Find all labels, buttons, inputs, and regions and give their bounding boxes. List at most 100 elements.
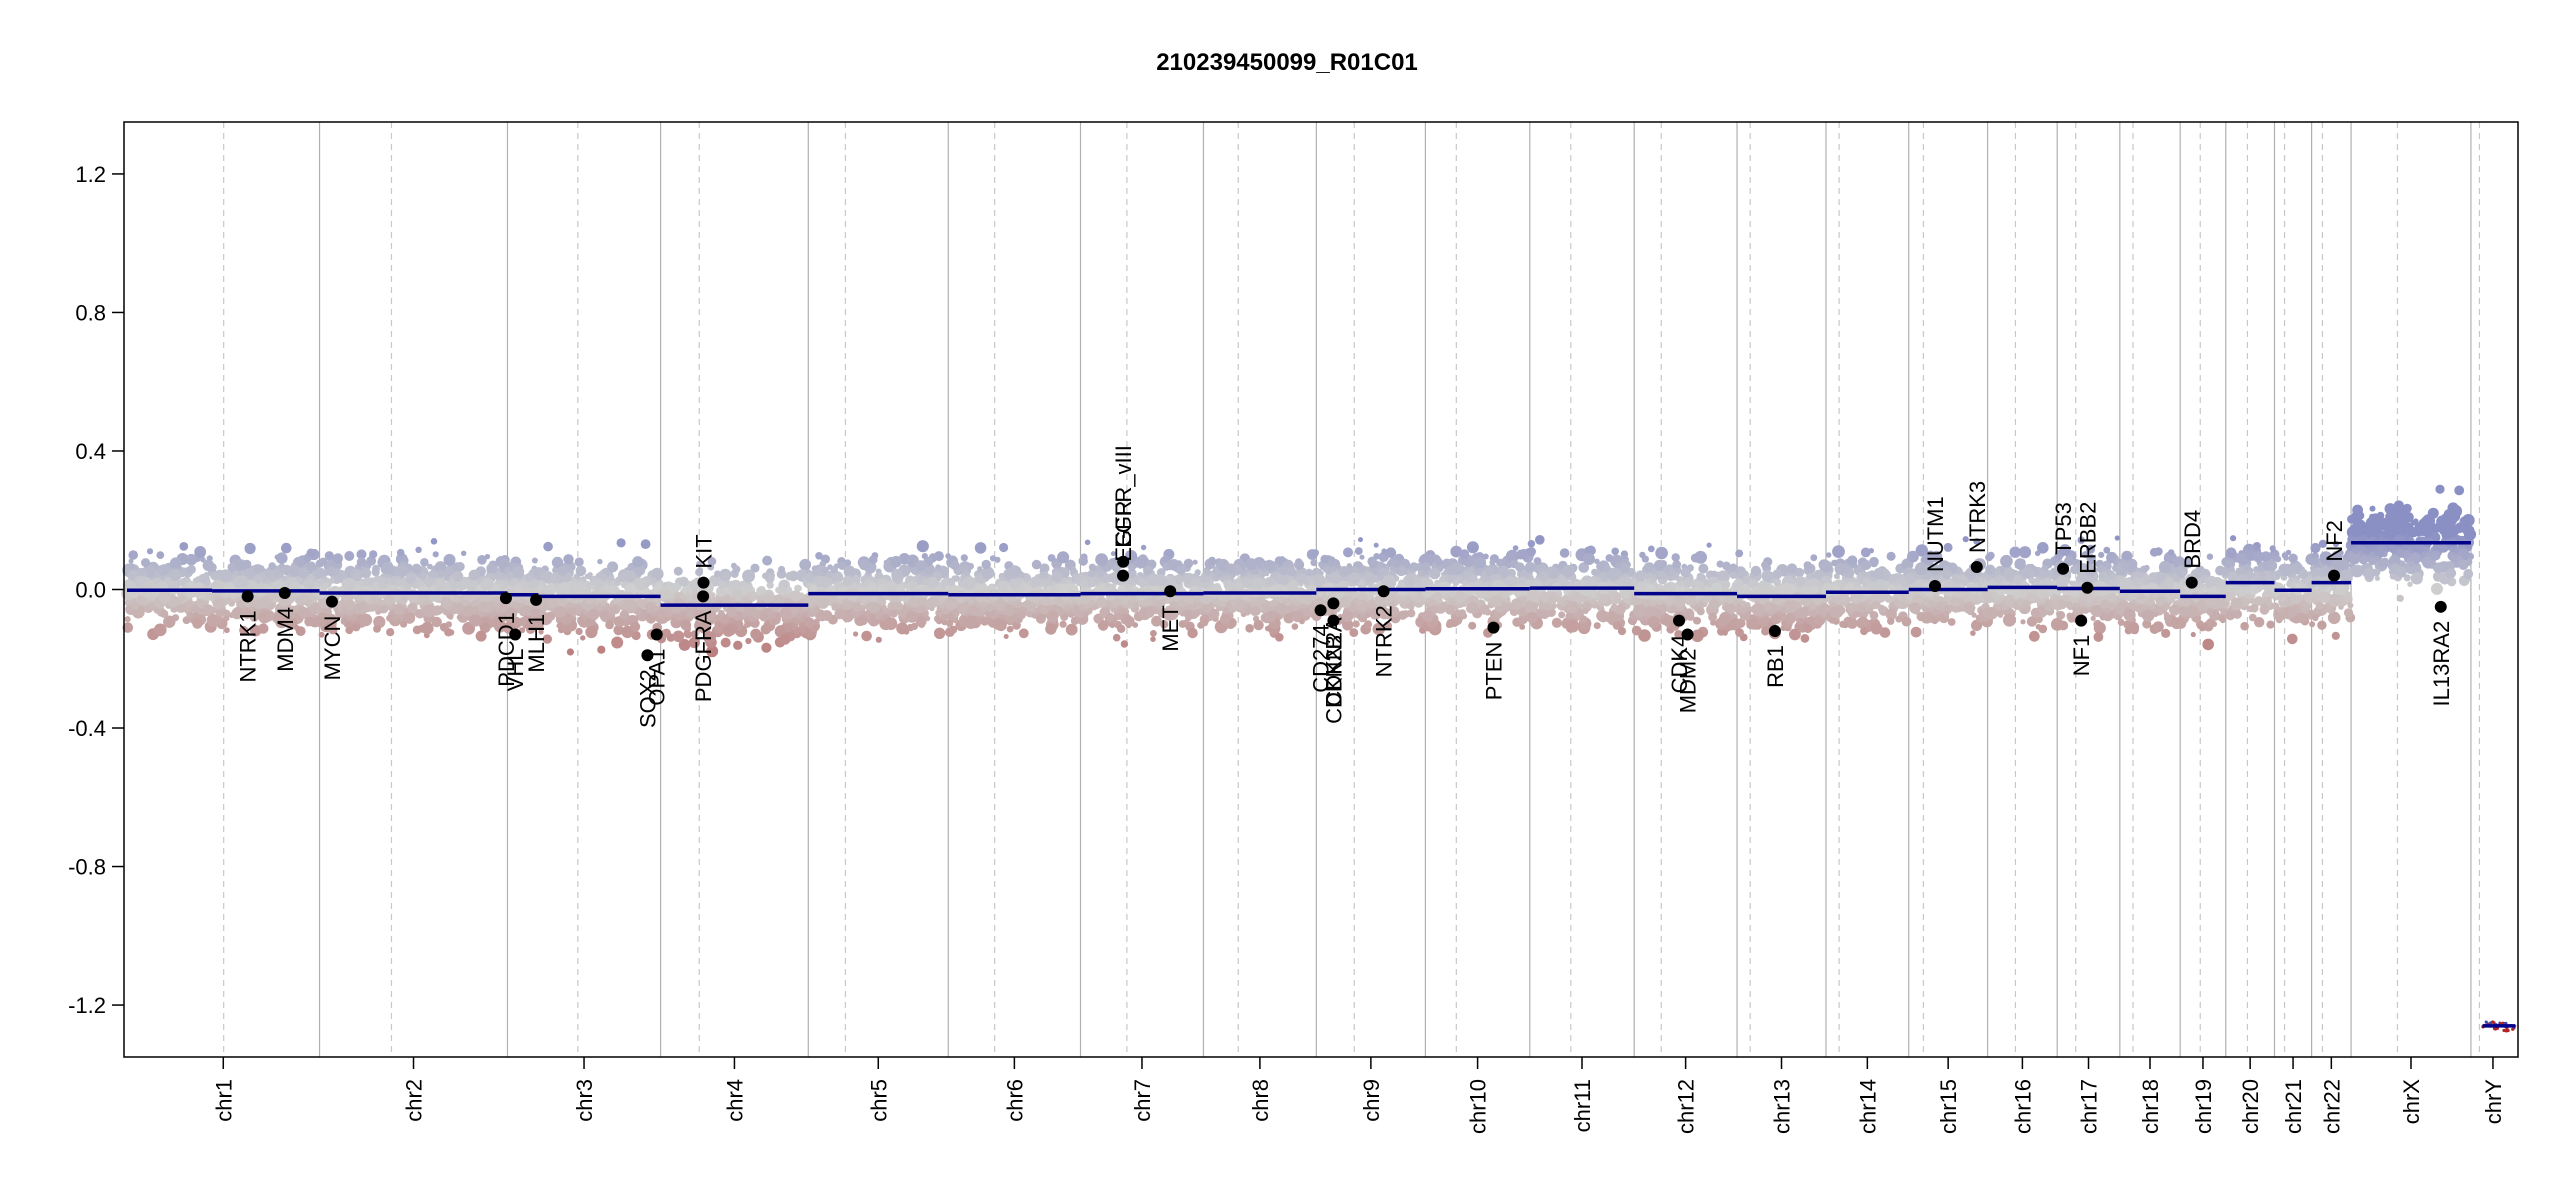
probe-point bbox=[632, 556, 644, 568]
probe-point bbox=[386, 614, 394, 622]
probe-point bbox=[543, 541, 553, 552]
probe-point bbox=[1801, 596, 1812, 607]
probe-point bbox=[1757, 588, 1766, 597]
probe-point bbox=[916, 540, 929, 553]
probe-point bbox=[1251, 578, 1264, 591]
probe-point bbox=[1264, 559, 1275, 571]
probe-point bbox=[833, 582, 841, 589]
probe-point bbox=[210, 571, 220, 581]
probe-point bbox=[431, 616, 442, 628]
probe-point bbox=[1260, 603, 1267, 609]
probe-point bbox=[1359, 554, 1365, 560]
probe-point bbox=[512, 566, 525, 578]
probe-point bbox=[1833, 573, 1840, 580]
probe-point bbox=[1330, 573, 1340, 584]
probe-point bbox=[1408, 563, 1416, 571]
probe-point bbox=[1562, 568, 1569, 575]
probe-point bbox=[945, 597, 958, 610]
probe-point bbox=[925, 615, 931, 622]
probe-point bbox=[1661, 616, 1671, 626]
probe-point bbox=[1450, 545, 1463, 558]
probe-point bbox=[818, 610, 829, 621]
probe-point bbox=[1529, 590, 1542, 603]
probe-point bbox=[131, 602, 139, 610]
probe-point bbox=[1269, 599, 1278, 608]
probe-point bbox=[159, 590, 172, 604]
probe-point bbox=[1711, 570, 1718, 577]
probe-point bbox=[779, 607, 792, 620]
probe-point bbox=[843, 565, 856, 578]
probe-point bbox=[1040, 578, 1047, 585]
probe-point bbox=[593, 588, 606, 601]
probe-point bbox=[543, 565, 549, 572]
probe-point bbox=[1343, 547, 1353, 558]
probe-point bbox=[559, 582, 571, 594]
probe-point bbox=[781, 579, 789, 587]
probe-point bbox=[506, 571, 515, 580]
probe-point bbox=[1018, 628, 1029, 639]
probe-point bbox=[1643, 606, 1655, 618]
probe-point bbox=[1225, 563, 1236, 573]
probe-point bbox=[566, 648, 575, 656]
probe-point bbox=[1140, 544, 1147, 551]
probe-point bbox=[1803, 624, 1813, 633]
probe-point bbox=[905, 610, 918, 623]
probe-point bbox=[1586, 577, 1597, 589]
probe-point bbox=[1652, 608, 1662, 619]
probe-point bbox=[948, 625, 958, 634]
probe-point bbox=[530, 617, 542, 630]
probe-point bbox=[974, 542, 987, 554]
probe-point bbox=[1035, 613, 1046, 624]
probe-point bbox=[747, 590, 757, 601]
probe-point bbox=[202, 559, 215, 572]
probe-point bbox=[673, 566, 683, 576]
probe-point bbox=[1750, 565, 1762, 577]
probe-point bbox=[177, 594, 187, 605]
probe-point bbox=[430, 585, 437, 592]
probe-point bbox=[1341, 610, 1354, 622]
probe-point bbox=[1110, 551, 1116, 557]
probe-point bbox=[1533, 557, 1542, 565]
probe-point bbox=[1798, 618, 1805, 625]
probe-point bbox=[438, 569, 444, 575]
probe-point bbox=[457, 605, 464, 612]
probe-point bbox=[1647, 545, 1655, 553]
probe-point bbox=[1096, 597, 1108, 608]
probe-point bbox=[1797, 607, 1809, 619]
probe-point bbox=[1645, 584, 1656, 595]
probe-point bbox=[1771, 597, 1778, 604]
probe-point bbox=[400, 620, 408, 628]
probe-point bbox=[764, 593, 774, 603]
probe-point bbox=[306, 561, 316, 571]
probe-point bbox=[1763, 602, 1772, 611]
probe-point bbox=[1245, 558, 1258, 571]
probe-point bbox=[1363, 571, 1375, 584]
probe-point bbox=[585, 626, 598, 639]
probe-point bbox=[717, 579, 726, 589]
probe-point bbox=[669, 582, 676, 589]
probe-point bbox=[891, 568, 903, 581]
probe-point bbox=[631, 630, 641, 641]
probe-point bbox=[407, 589, 420, 602]
probe-point bbox=[343, 577, 356, 591]
probe-point bbox=[1058, 609, 1065, 615]
probe-point bbox=[1007, 566, 1020, 579]
probe-point bbox=[981, 559, 991, 570]
probe-point bbox=[722, 625, 735, 637]
probe-point bbox=[716, 587, 726, 597]
probe-point bbox=[1468, 621, 1477, 630]
probe-point bbox=[1080, 580, 1089, 589]
probe-point bbox=[1593, 622, 1601, 630]
probe-point bbox=[1680, 567, 1691, 578]
probe-point bbox=[427, 570, 436, 579]
probe-point bbox=[1006, 625, 1014, 633]
probe-point bbox=[1385, 547, 1397, 558]
probe-point bbox=[1683, 579, 1691, 587]
probe-point bbox=[199, 573, 210, 584]
probe-point bbox=[1663, 583, 1669, 589]
probe-point bbox=[259, 596, 271, 609]
probe-point bbox=[1515, 562, 1525, 572]
probe-point bbox=[1466, 541, 1479, 554]
probe-points bbox=[121, 484, 2517, 1033]
probe-point bbox=[1479, 604, 1490, 615]
